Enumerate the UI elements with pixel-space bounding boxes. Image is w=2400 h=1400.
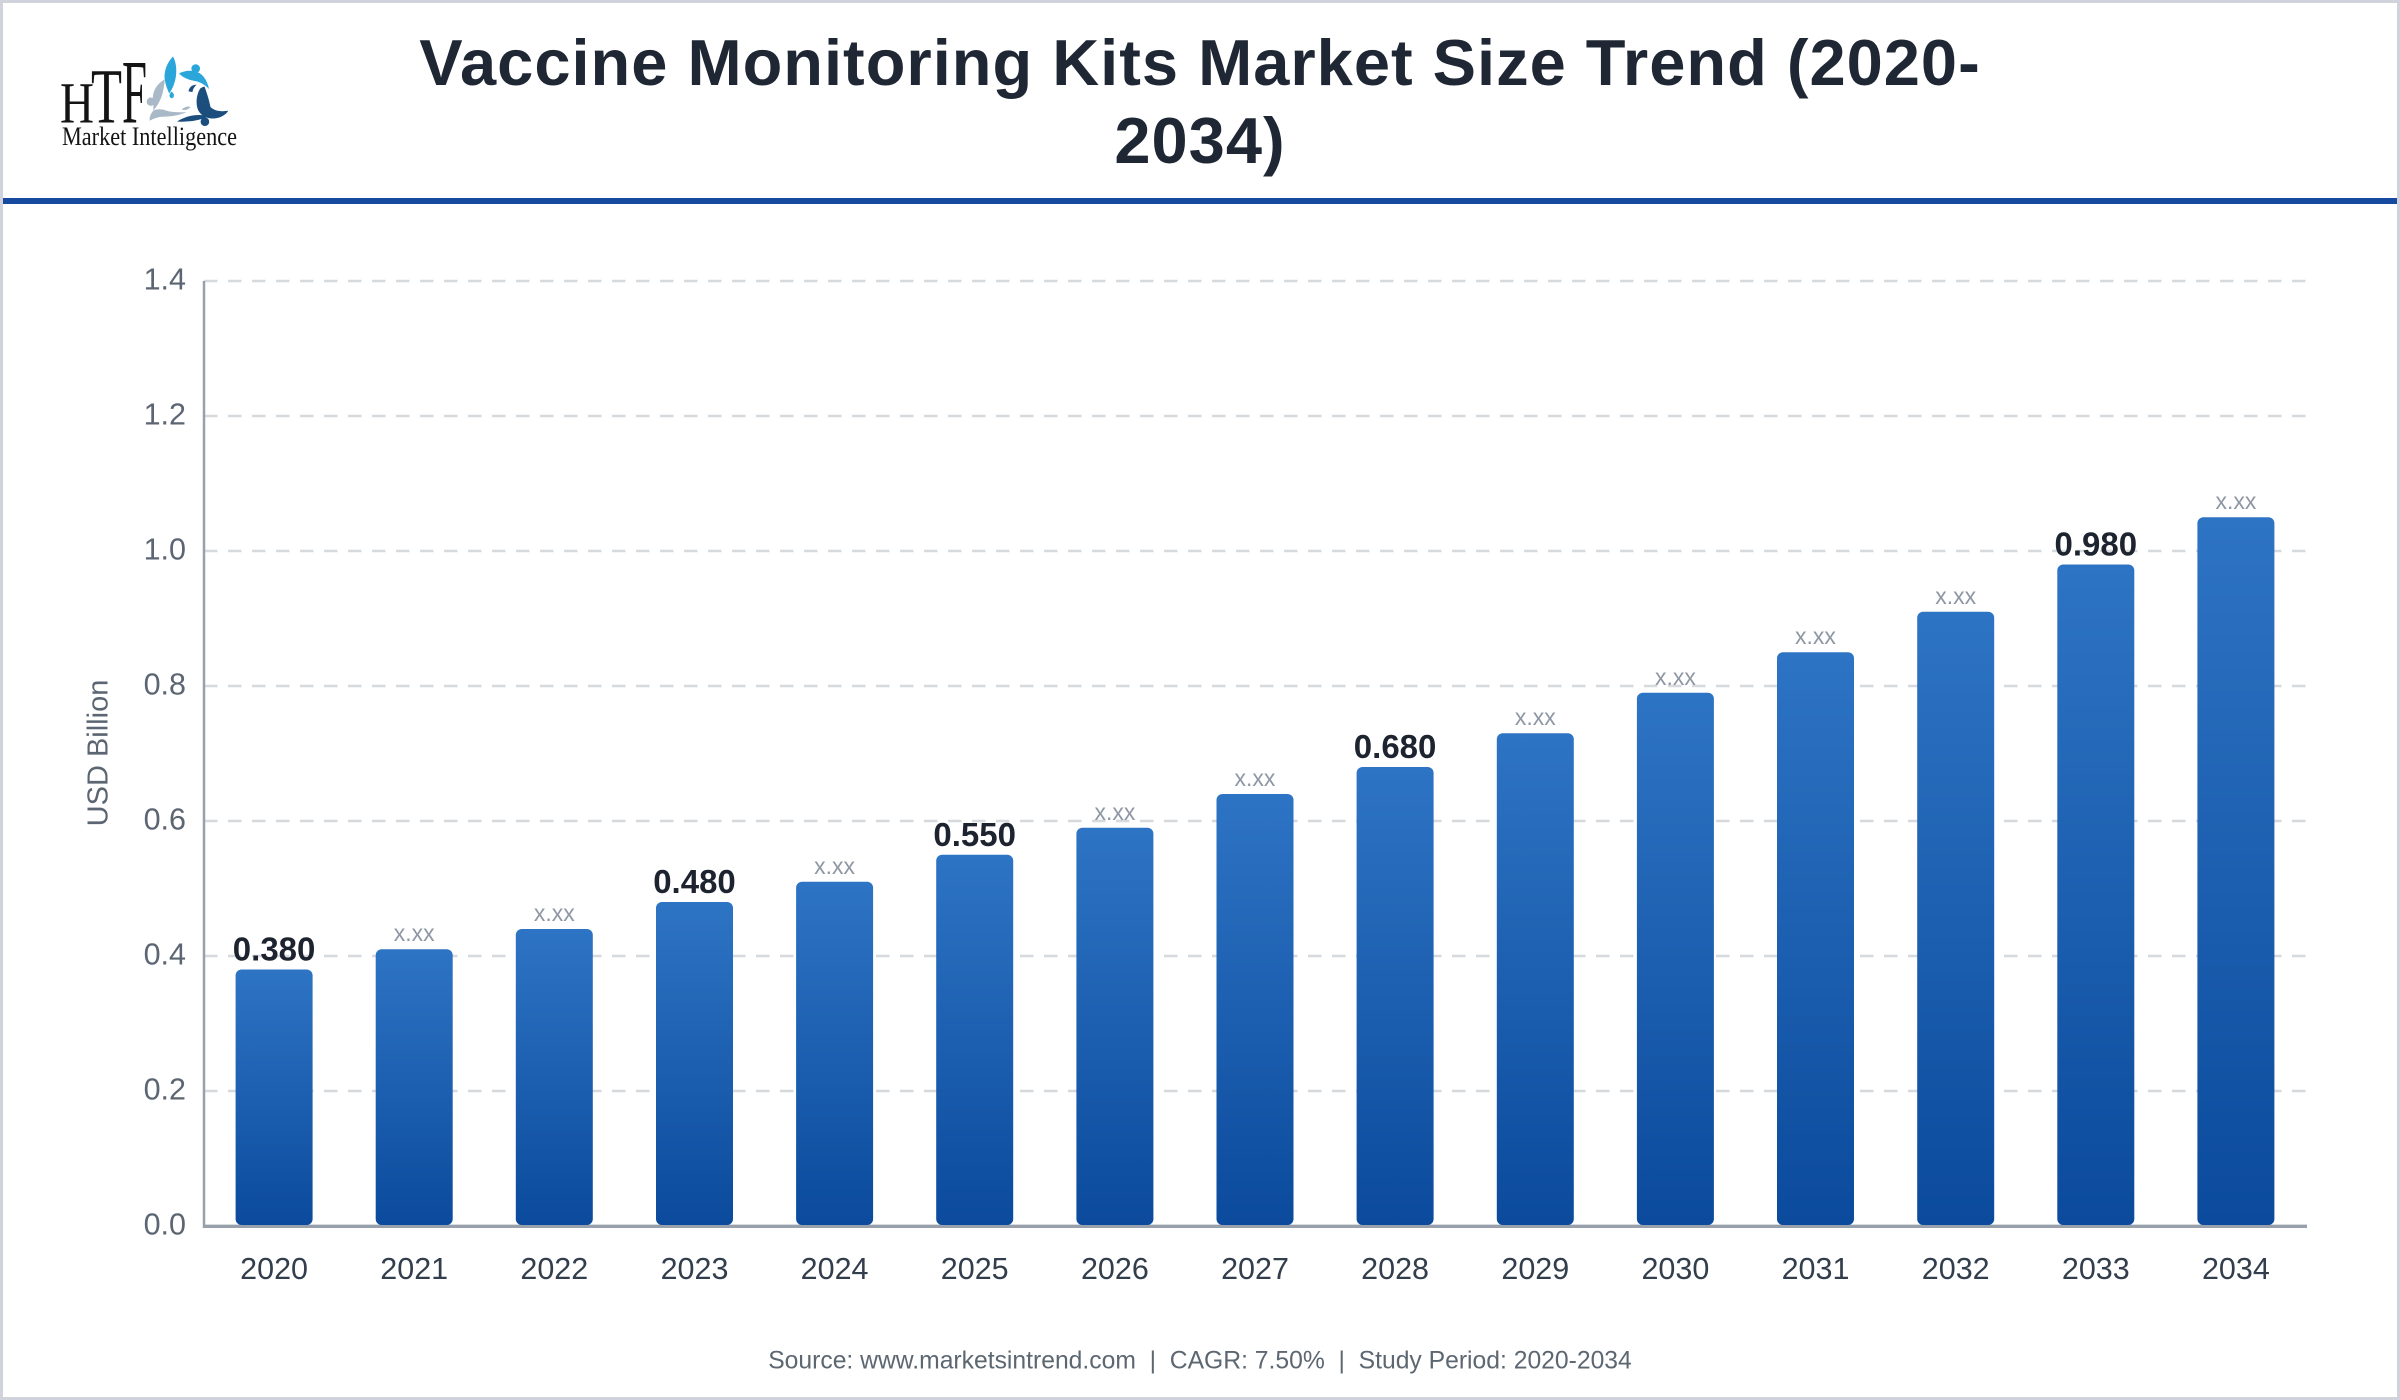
svg-text:x.xx: x.xx [814,853,855,879]
svg-text:x.xx: x.xx [1515,704,1556,730]
svg-text:Market Intelligence: Market Intelligence [62,121,237,151]
svg-text:1.0: 1.0 [144,533,186,567]
svg-text:x.xx: x.xx [2215,488,2256,514]
svg-text:x.xx: x.xx [1094,799,1135,825]
svg-text:1.4: 1.4 [144,263,186,297]
svg-text:0.550: 0.550 [933,816,1016,853]
svg-text:H: H [60,71,94,136]
svg-text:2029: 2029 [1501,1252,1569,1286]
svg-text:2028: 2028 [1361,1252,1429,1286]
svg-text:x.xx: x.xx [1935,583,1976,609]
svg-text:0.6: 0.6 [144,803,186,837]
svg-text:0.480: 0.480 [653,863,736,900]
svg-text:F: F [122,42,147,143]
svg-text:2026: 2026 [1081,1252,1149,1286]
svg-text:0.0: 0.0 [144,1208,186,1242]
svg-text:x.xx: x.xx [1655,664,1696,690]
svg-text:Vaccine Monitoring Kits Market: Vaccine Monitoring Kits Market Size Tren… [419,26,1980,99]
svg-text:2033: 2033 [2062,1252,2130,1286]
svg-text:0.980: 0.980 [2055,526,2138,563]
svg-text:x.xx: x.xx [1235,765,1276,791]
svg-text:2025: 2025 [941,1252,1009,1286]
svg-text:2020: 2020 [240,1252,308,1286]
svg-text:USD Billion: USD Billion [83,680,115,827]
svg-text:0.380: 0.380 [233,931,316,968]
svg-text:2023: 2023 [661,1252,729,1286]
svg-text:2031: 2031 [1782,1252,1850,1286]
svg-text:T: T [91,53,122,140]
svg-text:2032: 2032 [1922,1252,1990,1286]
svg-text:0.2: 0.2 [144,1073,186,1107]
svg-text:2024: 2024 [801,1252,869,1286]
svg-text:2034: 2034 [2202,1252,2270,1286]
svg-text:x.xx: x.xx [1795,623,1836,649]
svg-text:2034): 2034) [1114,104,1285,177]
svg-text:2022: 2022 [520,1252,588,1286]
svg-text:x.xx: x.xx [534,900,575,926]
svg-text:x.xx: x.xx [394,920,435,946]
svg-text:2030: 2030 [1641,1252,1709,1286]
svg-text:0.4: 0.4 [144,938,186,972]
svg-text:2021: 2021 [380,1252,448,1286]
svg-text:0.8: 0.8 [144,668,186,702]
svg-text:0.680: 0.680 [1354,728,1437,765]
svg-text:2027: 2027 [1221,1252,1289,1286]
svg-text:1.2: 1.2 [144,398,186,432]
svg-text:Source: www.marketsintrend.com: Source: www.marketsintrend.com | CAGR: 7… [768,1347,1632,1374]
